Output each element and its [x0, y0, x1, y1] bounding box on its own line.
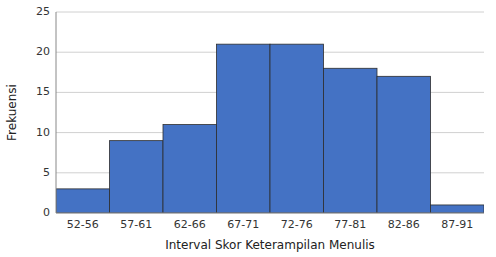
bar — [431, 205, 485, 213]
bar — [110, 141, 164, 213]
x-tick-label: 72-76 — [281, 218, 313, 231]
x-axis-label: Interval Skor Keterampilan Menulis — [165, 238, 375, 252]
x-tick-labels: 52-56 57-61 62-66 67-71 72-76 77-81 82-86 87-91 — [67, 218, 473, 231]
bar — [56, 189, 110, 213]
y-axis-line — [56, 12, 57, 213]
y-grid — [56, 12, 484, 213]
bar — [377, 76, 431, 213]
grid-line — [56, 12, 484, 13]
grid-line — [56, 213, 484, 214]
bar — [324, 68, 378, 213]
y-tick-label: 5 — [43, 166, 50, 179]
y-tick-label: 15 — [36, 85, 50, 98]
y-tick-label: 10 — [36, 126, 50, 139]
y-tick-label: 0 — [43, 206, 50, 219]
bars — [56, 44, 484, 213]
x-tick-label: 87-91 — [441, 218, 473, 231]
bar — [163, 125, 217, 213]
y-tick-label: 25 — [36, 5, 50, 18]
chart-container: 0 5 10 15 20 25 52-56 57-61 62-66 67-71 72-76 77-81… — [0, 0, 496, 257]
x-tick-label: 57-61 — [120, 218, 152, 231]
y-tick-label: 20 — [36, 45, 50, 58]
y-axis-label: Frekuensi — [5, 84, 19, 141]
x-tick-label: 52-56 — [67, 218, 99, 231]
chart: 0 5 10 15 20 25 52-56 57-61 62-66 67-71 72-76 77-81… — [0, 0, 496, 257]
x-axis-line — [56, 213, 484, 214]
bar — [217, 44, 271, 213]
x-tick-label: 62-66 — [174, 218, 206, 231]
x-tick-label: 77-81 — [334, 218, 366, 231]
x-tick-label: 67-71 — [227, 218, 259, 231]
x-tick-label: 82-86 — [388, 218, 420, 231]
y-tick-labels: 0 5 10 15 20 25 — [36, 5, 50, 219]
bar — [270, 44, 324, 213]
